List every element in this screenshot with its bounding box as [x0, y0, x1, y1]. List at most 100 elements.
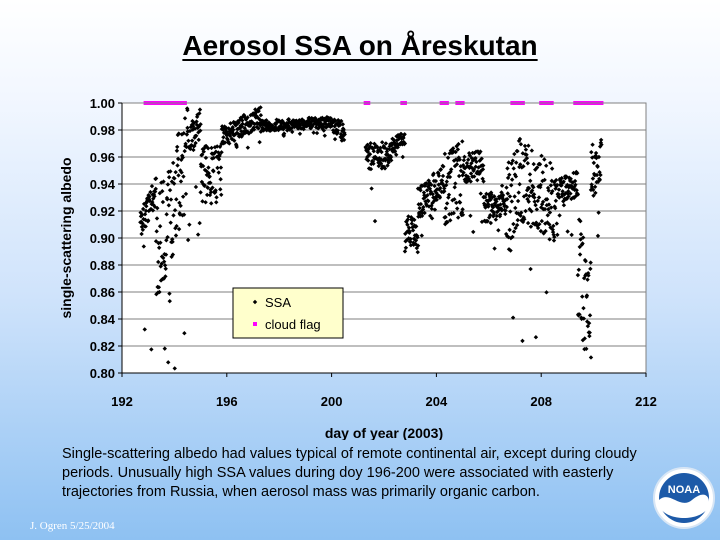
ssa-point — [496, 228, 501, 233]
ssa-point — [430, 191, 435, 197]
ssa-point — [160, 199, 166, 205]
ssa-point — [561, 179, 566, 184]
ssa-point — [528, 266, 533, 272]
ssa-point — [560, 191, 565, 197]
ssa-point — [446, 171, 451, 176]
ssa-point — [158, 240, 163, 245]
ssa-point — [516, 138, 522, 144]
ssa-point — [203, 200, 208, 205]
ssa-point — [218, 165, 224, 170]
ssa-point — [594, 172, 600, 178]
ssa-point — [248, 121, 254, 126]
ssa-point — [524, 156, 530, 161]
ssa-point — [460, 212, 466, 217]
ssa-point — [522, 217, 527, 222]
ssa-point — [255, 115, 261, 121]
data-points — [138, 101, 604, 371]
ssa-point — [455, 158, 460, 163]
ssa-point — [222, 140, 228, 145]
ssa-point — [289, 129, 295, 135]
ssa-point — [460, 207, 465, 212]
ssa-point — [185, 237, 191, 243]
ssa-point — [421, 190, 427, 195]
ssa-point — [313, 116, 318, 122]
ssa-point — [554, 221, 559, 226]
ssa-point — [482, 194, 488, 200]
ssa-point — [258, 112, 264, 118]
ssa-point — [579, 316, 584, 322]
legend-cloud-label: cloud flag — [265, 317, 321, 332]
ssa-point — [408, 242, 414, 248]
ssa-point — [189, 138, 195, 143]
ssa-point — [539, 153, 544, 159]
ssa-point — [147, 194, 152, 199]
ssa-point — [517, 164, 522, 170]
ssa-point — [140, 227, 146, 232]
ssa-point — [341, 127, 346, 133]
ssa-point — [206, 171, 211, 176]
y-tick-label: 0.86 — [90, 285, 115, 300]
ssa-point — [251, 127, 257, 132]
ssa-point — [418, 201, 424, 207]
ssa-point — [457, 200, 463, 205]
ssa-point — [544, 197, 550, 202]
ssa-point — [179, 170, 184, 175]
ssa-point — [523, 147, 529, 152]
ssa-point — [154, 229, 159, 234]
ssa-point — [273, 122, 278, 127]
ssa-point — [508, 248, 513, 253]
ssa-point — [249, 119, 254, 124]
ssa-point — [420, 210, 425, 216]
ssa-point — [180, 155, 186, 160]
ssa-point — [546, 202, 552, 207]
ssa-point — [469, 161, 474, 166]
ssa-point — [175, 163, 180, 168]
ssa-point — [227, 141, 232, 146]
ssa-point — [581, 305, 586, 311]
ssa-point — [377, 159, 382, 164]
ssa-point — [146, 218, 151, 223]
ssa-point — [422, 210, 427, 216]
ssa-point — [531, 161, 536, 167]
ssa-point — [442, 151, 448, 157]
ssa-point — [547, 222, 552, 227]
ssa-point — [518, 162, 523, 167]
ssa-point — [450, 146, 456, 151]
ssa-point — [586, 320, 592, 326]
y-tick-label: 0.96 — [90, 150, 115, 165]
ssa-point — [452, 197, 457, 202]
ssa-point — [544, 290, 549, 295]
ssa-point — [466, 176, 472, 181]
ssa-point — [557, 178, 563, 183]
ssa-point — [513, 225, 518, 231]
ssa-point — [205, 185, 210, 190]
ssa-point — [340, 122, 346, 127]
ssa-point — [153, 176, 159, 181]
ssa-point — [539, 205, 544, 210]
ssa-point — [389, 143, 394, 148]
ssa-point — [490, 205, 496, 210]
ssa-point — [419, 213, 425, 219]
ssa-point — [593, 150, 599, 156]
ssa-point — [468, 171, 474, 176]
ssa-point — [207, 174, 212, 179]
ssa-point — [595, 233, 601, 239]
ssa-point — [481, 163, 486, 168]
ssa-point — [548, 160, 553, 166]
ssa-point — [322, 133, 327, 138]
ssa-point — [198, 122, 203, 127]
y-tick-label: 0.82 — [90, 339, 115, 354]
legend-ssa-marker — [252, 299, 258, 305]
ssa-point — [533, 202, 538, 208]
ssa-point — [547, 210, 553, 215]
ssa-point — [520, 219, 526, 225]
ssa-point — [504, 196, 510, 202]
ssa-point — [219, 192, 224, 198]
ssa-point — [591, 193, 596, 198]
ssa-point — [522, 158, 527, 163]
ssa-point — [518, 213, 523, 218]
ssa-point — [378, 161, 384, 166]
ssa-point — [201, 149, 206, 154]
ssa-point — [499, 208, 504, 213]
ssa-point — [192, 126, 198, 131]
